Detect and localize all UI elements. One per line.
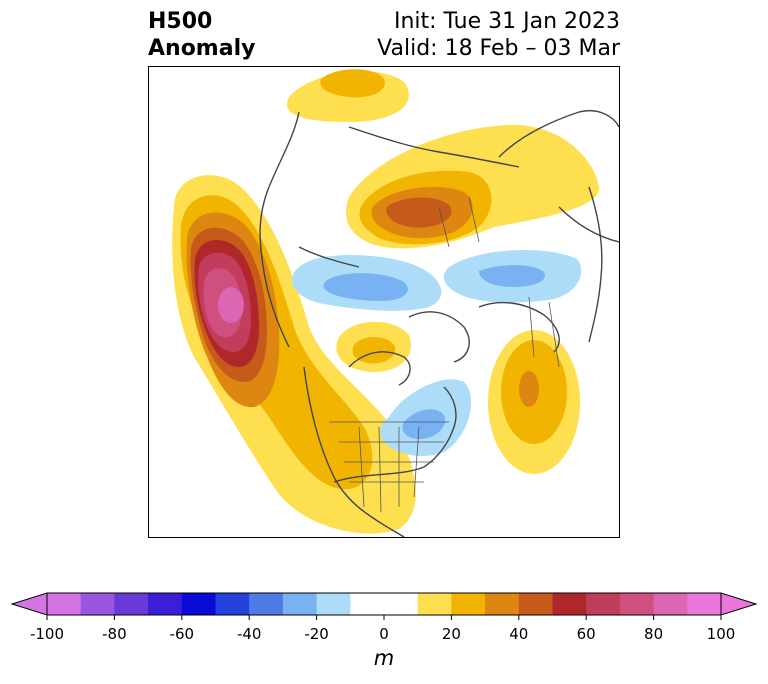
- colorbar-tick-label: 40: [509, 625, 529, 643]
- colorbar-segment: [653, 593, 688, 615]
- colorbar-segment: [485, 593, 520, 615]
- colorbar-segment: [282, 593, 318, 615]
- init-date: Init: Tue 31 Jan 2023: [393, 9, 620, 34]
- colorbar-tick-label: 20: [441, 625, 461, 643]
- colorbar-tick-label: 100: [706, 625, 736, 643]
- colorbar-segment: [552, 593, 587, 615]
- colorbar-segment: [518, 593, 553, 615]
- date-info: Init: Tue 31 Jan 2023 Valid: 18 Feb – 03…: [377, 8, 620, 62]
- colorbar-segment: [249, 593, 284, 615]
- colorbar-tick-label: 0: [379, 625, 389, 643]
- colorbar: [10, 592, 758, 620]
- eastern-canada-trough: [380, 379, 472, 456]
- chart-title: H500 Anomaly: [148, 8, 255, 62]
- colorbar-segment: [215, 593, 250, 615]
- colorbar-segment: [417, 593, 452, 615]
- colorbar-tick-label: -100: [29, 625, 65, 643]
- colorbar-tick-label: -80: [102, 625, 127, 643]
- colorbar-segment: [384, 593, 419, 615]
- colorbar-tick-label: -20: [304, 625, 329, 643]
- pacific-ridge: [172, 175, 416, 534]
- colorbar-segment: [47, 593, 82, 615]
- map-svg: [172, 69, 619, 537]
- colorbar-segment: [114, 593, 149, 615]
- colorbar-segment: [148, 593, 183, 615]
- colorbar-max-extend: [720, 592, 758, 616]
- siberia-ridge: [345, 124, 600, 249]
- units-label: m: [373, 646, 395, 670]
- colorbar-tick-label: -60: [169, 625, 195, 643]
- title-line-1: H500: [148, 9, 213, 34]
- colorbar-tick-label: -40: [236, 625, 262, 643]
- title-line-2: Anomaly: [148, 36, 256, 61]
- colorbar-segment: [451, 593, 486, 615]
- colorbar-segment: [181, 593, 216, 615]
- colorbar-segment: [687, 593, 722, 615]
- valid-range: Valid: 18 Feb – 03 Mar: [377, 36, 620, 61]
- colorbar-min-extend: [10, 592, 48, 616]
- anomaly-map: [148, 66, 620, 538]
- arctic-trough: [291, 249, 582, 311]
- colorbar-tick-label: 80: [644, 625, 664, 643]
- colorbar-segment: [80, 593, 115, 615]
- atlantic-ridge: [488, 330, 580, 474]
- state-borders: [329, 196, 560, 513]
- colorbar-tick-label: 60: [576, 625, 596, 643]
- colorbar-segment: [619, 593, 655, 615]
- colorbar-segment: [316, 593, 351, 615]
- coastlines: [259, 110, 619, 537]
- colorbar-segment: [350, 593, 385, 615]
- colorbar-segment: [586, 593, 621, 615]
